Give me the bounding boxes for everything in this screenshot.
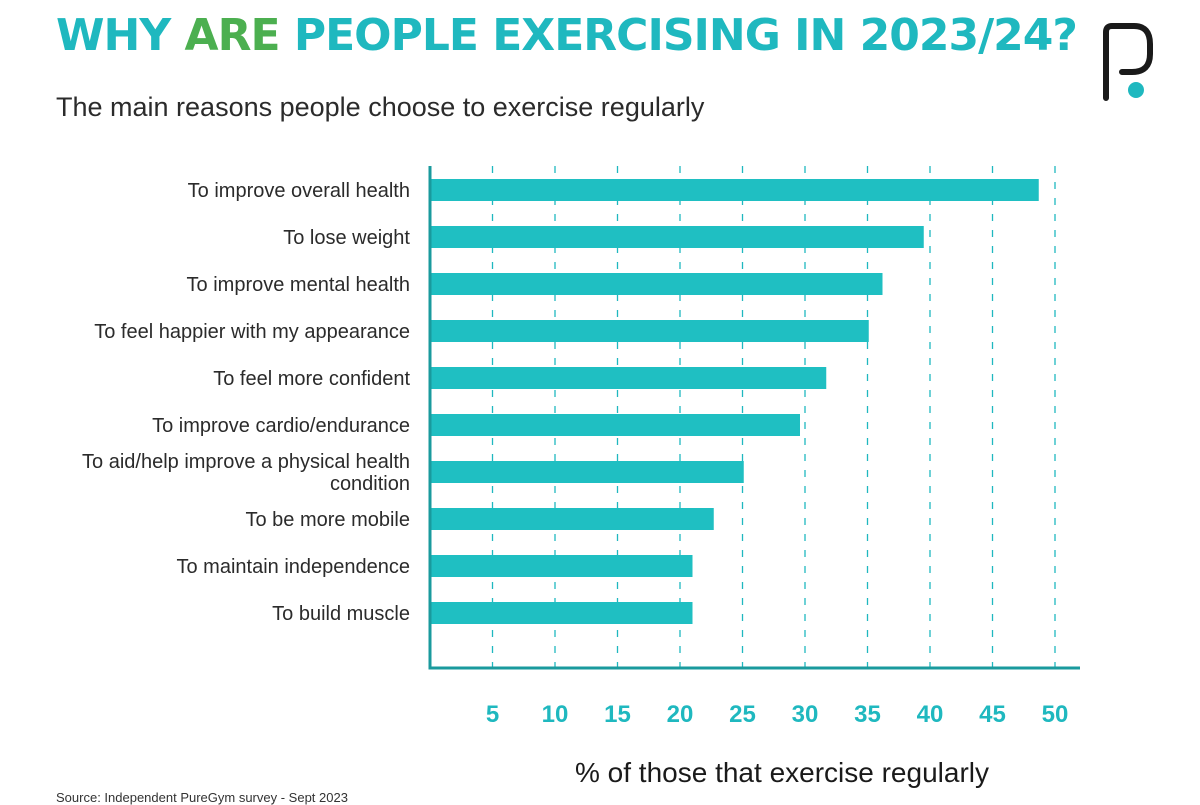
x-tick-label-40: 40 xyxy=(917,701,944,728)
x-tick-label-20: 20 xyxy=(667,701,694,728)
category-label-line: To build muscle xyxy=(272,603,410,625)
x-tick-label-10: 10 xyxy=(542,701,569,728)
category-label-line: To lose weight xyxy=(283,227,410,249)
bar-5 xyxy=(430,414,800,436)
category-label-4: To feel more confident xyxy=(213,368,410,390)
x-tick-label-5: 5 xyxy=(486,701,499,728)
bar-4 xyxy=(430,367,827,389)
category-label-3: To feel happier with my appearance xyxy=(94,321,410,343)
category-label-2: To improve mental health xyxy=(187,274,410,296)
x-tick-label-15: 15 xyxy=(604,701,631,728)
category-label-line: To feel happier with my appearance xyxy=(94,321,410,343)
category-label-line: To aid/help improve a physical health xyxy=(82,451,410,473)
puregym-p-logo-icon xyxy=(1103,23,1153,101)
bar-6 xyxy=(430,461,744,483)
category-label-1: To lose weight xyxy=(283,227,410,249)
category-label-line: To feel more confident xyxy=(213,368,410,390)
category-label-line: To improve mental health xyxy=(187,274,410,296)
category-label-9: To build muscle xyxy=(272,603,410,625)
logo-p-stroke xyxy=(1103,23,1153,101)
bar-8 xyxy=(430,555,693,577)
category-label-line: To maintain independence xyxy=(176,556,410,578)
category-label-6: To aid/help improve a physical health con… xyxy=(82,451,410,495)
category-label-line: To improve cardio/endurance xyxy=(152,415,410,437)
bar-3 xyxy=(430,320,869,342)
chart-title: WHY ARE PEOPLE EXERCISING IN 2023/24? xyxy=(56,14,1078,58)
title-part-1: ARE xyxy=(184,10,281,61)
category-label-line: To improve overall health xyxy=(188,180,410,202)
bar-7 xyxy=(430,508,714,530)
x-tick-label-35: 35 xyxy=(854,701,881,728)
x-tick-label-30: 30 xyxy=(792,701,819,728)
category-label-7: To be more mobile xyxy=(245,509,410,531)
chart-subtitle: The main reasons people choose to exerci… xyxy=(56,92,705,122)
category-label-line: To be more mobile xyxy=(245,509,410,531)
category-label-8: To maintain independence xyxy=(176,556,410,578)
x-tick-label-45: 45 xyxy=(979,701,1006,728)
x-tick-label-25: 25 xyxy=(729,701,756,728)
bar-1 xyxy=(430,226,924,248)
bar-9 xyxy=(430,602,693,624)
logo-dot xyxy=(1128,82,1144,98)
category-label-0: To improve overall health xyxy=(188,180,410,202)
bar-0 xyxy=(430,179,1039,201)
bar-2 xyxy=(430,273,883,295)
x-tick-label-50: 50 xyxy=(1042,701,1069,728)
title-part-2: PEOPLE EXERCISING IN 2023/24? xyxy=(279,10,1078,61)
source-note: Source: Independent PureGym survey - Sep… xyxy=(56,790,348,805)
title-part-0: WHY xyxy=(56,10,185,61)
category-label-5: To improve cardio/endurance xyxy=(152,415,410,437)
category-label-line: condition xyxy=(330,473,410,495)
x-axis-label: % of those that exercise regularly xyxy=(575,757,989,788)
